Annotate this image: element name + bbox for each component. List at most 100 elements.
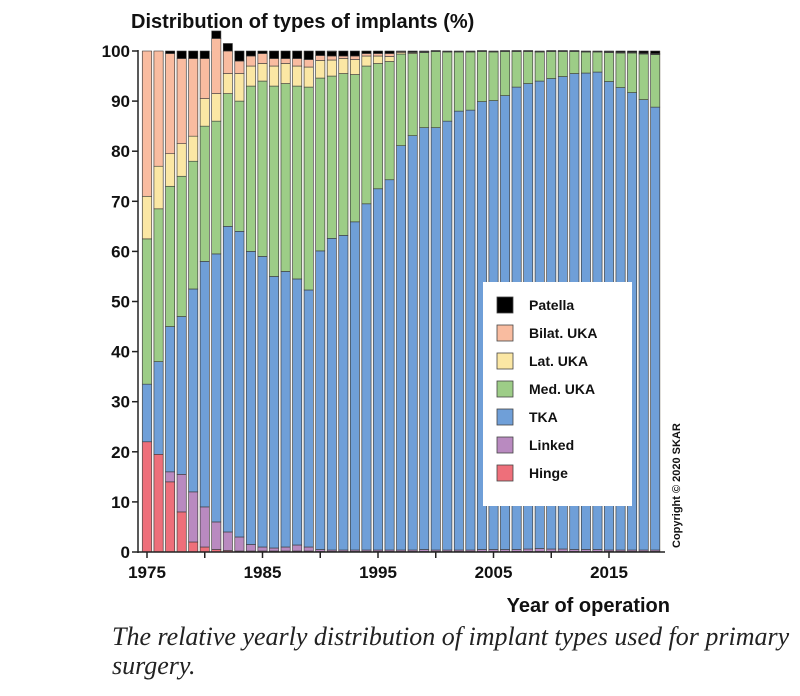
bar-segment-lat-uka-1987: [280, 63, 291, 84]
bar-segment-patella-2015: [604, 50, 614, 52]
bar-segment-tka-1986: [269, 276, 279, 549]
bar-stack-2001: [441, 50, 453, 553]
bar-segment-patella-1982: [222, 43, 233, 52]
bar-segment-bilat-uka-2008: [523, 50, 534, 52]
bar-segment-patella-1997: [396, 50, 406, 52]
bar-segment-med-uka-1979: [188, 160, 199, 290]
bar-stack-2019: [649, 50, 661, 553]
bar-segment-med-uka-2007: [511, 51, 522, 88]
bar-segment-tka-1980: [199, 261, 210, 508]
bar-segment-tka-1984: [246, 251, 256, 545]
x-tick-label-2005: 2005: [475, 563, 513, 582]
y-tick-label-30: 30: [111, 393, 130, 412]
copyright-text: Copyright © 2020 SKAR: [671, 423, 683, 548]
bar-segment-patella-2016: [615, 50, 626, 53]
bar-segment-lat-uka-1986: [269, 65, 279, 87]
bar-segment-patella-1986: [269, 50, 279, 59]
bar-segment-tka-1983: [234, 231, 245, 538]
bar-segment-bilat-uka-1985: [257, 53, 268, 64]
legend-label-tka: TKA: [529, 409, 558, 425]
bar-segment-patella-1985: [257, 50, 268, 54]
y-tick-label-60: 60: [111, 242, 130, 261]
bar-segment-tka-1993: [349, 221, 360, 551]
bar-segment-patella-1998: [407, 50, 418, 53]
bar-segment-linked-1978: [176, 474, 187, 513]
bar-segment-med-uka-2019: [650, 54, 661, 108]
bar-stack-1978: [176, 50, 188, 553]
bar-segment-med-uka-2008: [523, 51, 534, 84]
bar-segment-med-uka-2015: [604, 52, 614, 82]
y-tick-label-40: 40: [111, 343, 130, 362]
bar-segment-med-uka-1999: [419, 52, 430, 128]
bar-segment-tka-1981: [211, 253, 222, 523]
axes-group: 0 10 20 30 40 50 60 70 80 90 100 1975 1985 1995 2005 20…: [102, 42, 665, 582]
bar-segment-tka-1992: [338, 235, 349, 551]
bar-segment-bilat-uka-1992: [338, 55, 349, 59]
bar-segment-bilat-uka-1996: [384, 53, 395, 57]
bar-stack-1995: [372, 50, 384, 553]
bar-segment-med-uka-1975: [142, 238, 152, 385]
bar-segment-tka-1987: [280, 271, 291, 548]
bar-segment-lat-uka-1983: [234, 73, 245, 102]
bar-segment-bilat-uka-1983: [234, 60, 245, 74]
bar-segment-tka-1976: [153, 361, 164, 455]
legend-swatch-hinge: [496, 464, 514, 482]
bar-segment-linked-2008: [523, 548, 534, 552]
bar-segment-linked-1999: [419, 549, 430, 552]
bar-segment-linked-2014: [592, 549, 603, 552]
bar-segment-med-uka-2004: [477, 51, 487, 102]
bar-segment-hinge-1977: [165, 481, 175, 553]
bar-segment-bilat-uka-1990: [315, 55, 326, 61]
bar-stack-1989: [303, 50, 315, 553]
bar-segment-lat-uka-1977: [165, 153, 175, 187]
bar-segment-bilat-uka-1994: [361, 53, 372, 57]
bar-segment-lat-uka-1991: [326, 59, 337, 77]
bar-segment-linked-1990: [315, 549, 326, 552]
bar-segment-hinge-1979: [188, 541, 199, 553]
bar-segment-bilat-uka-1988: [292, 58, 303, 67]
legend-swatch-tka: [496, 408, 514, 426]
bar-stack-1977: [164, 50, 176, 553]
bar-segment-tka-1994: [361, 203, 372, 551]
bar-segment-med-uka-2009: [534, 51, 545, 82]
bar-segment-bilat-uka-1995: [373, 53, 383, 57]
x-tick-label-2015: 2015: [590, 563, 628, 582]
bar-segment-linked-2011: [557, 548, 568, 552]
bar-segment-bilat-uka-2005: [488, 50, 499, 52]
bar-segment-lat-uka-1985: [257, 63, 268, 82]
legend-label-patella: Patella: [529, 297, 574, 313]
bar-segment-bilat-uka-1982: [222, 50, 233, 74]
bar-stack-1998: [407, 50, 419, 553]
y-tick-label-90: 90: [111, 92, 130, 111]
bar-segment-patella-2018: [638, 50, 649, 54]
bar-segment-tka-1977: [165, 326, 175, 473]
bar-segment-patella-1996: [384, 50, 395, 54]
bar-stack-1994: [361, 50, 372, 553]
bar-stack-2018: [638, 50, 650, 553]
bar-segment-tka-2003: [465, 109, 476, 551]
bar-segment-bilat-uka-1987: [280, 58, 291, 64]
bar-segment-med-uka-1976: [153, 208, 164, 362]
bar-segment-linked-2010: [546, 548, 557, 552]
legend-swatch-bilat-uka: [496, 324, 514, 342]
bar-segment-linked-1984: [246, 544, 256, 552]
bar-segment-med-uka-2006: [500, 51, 510, 96]
bar-segment-bilat-uka-1980: [199, 58, 210, 99]
bar-segment-patella-1993: [349, 50, 360, 57]
bar-segment-linked-1982: [222, 531, 233, 551]
bar-segment-med-uka-1981: [211, 120, 222, 255]
bar-segment-med-uka-1977: [165, 185, 175, 327]
bar-segment-med-uka-2011: [557, 51, 568, 77]
bar-stack-1980: [199, 50, 211, 553]
bar-segment-med-uka-1987: [280, 83, 291, 272]
bar-segment-lat-uka-1975: [142, 195, 152, 240]
legend-label-lat-uka: Lat. UKA: [529, 353, 588, 369]
bar-segment-patella-1992: [338, 50, 349, 57]
bar-stack-1981: [210, 30, 222, 553]
bar-stack-1982: [222, 43, 234, 553]
bar-segment-med-uka-2002: [453, 51, 464, 112]
bar-segment-bilat-uka-1991: [326, 55, 337, 61]
bar-segment-bilat-uka-1978: [176, 58, 187, 144]
bar-segment-tka-1985: [257, 256, 268, 548]
